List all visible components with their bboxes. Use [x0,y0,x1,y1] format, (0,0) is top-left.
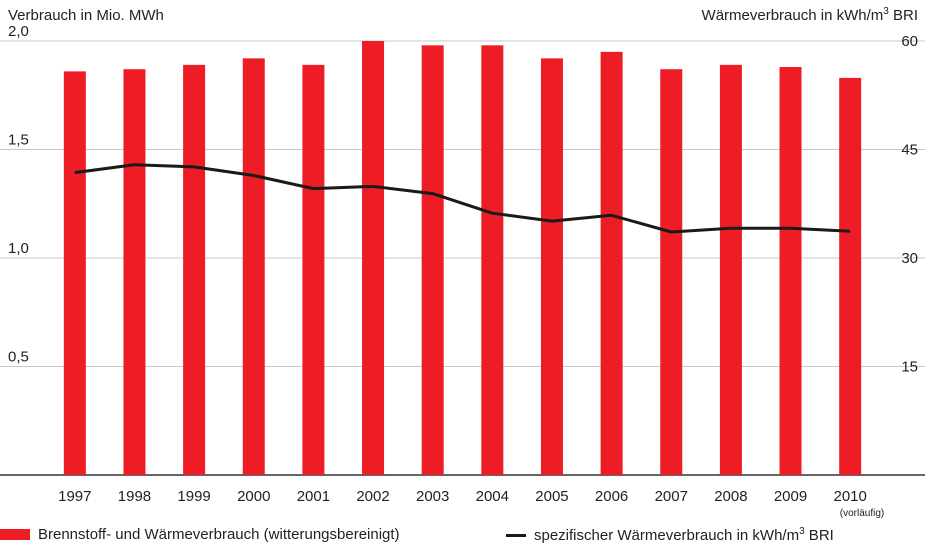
year-label-2007: 2007 [655,488,688,505]
left-tick-2: 1,5 [8,132,29,149]
right-tick-1: 30 [901,250,918,267]
right-tick-3: 60 [901,33,918,50]
line-path [74,163,851,234]
right-axis-title: Wärmeverbrauch in kWh/m3 BRI [702,6,918,24]
year-label-2005: 2005 [535,488,568,505]
year-label-2006: 2006 [595,488,628,505]
bar-2005 [540,58,563,476]
last-category-note: (vorläufig) [840,508,884,519]
grid-lines [0,40,925,476]
bar-2006 [600,51,623,475]
year-label-2003: 2003 [416,488,449,505]
year-label-2002: 2002 [356,488,389,505]
left-tick-0: 0,5 [8,349,29,366]
chart: 0,5 1,0 1,5 2,0 15 30 45 60 1997 1998 1999 2000 200… [0,6,925,519]
left-tick-3: 2,0 [8,23,29,40]
bar-2004 [481,45,504,476]
bars [63,41,862,476]
bar-2008 [719,64,742,476]
left-tick-1: 1,0 [8,240,29,257]
bar-2007 [660,69,683,476]
legend-label-line: spezifischer Wärmeverbrauch in kWh/m3 BR… [534,526,834,544]
bar-2000 [242,58,265,476]
legend-item-line: spezifischer Wärmeverbrauch in kWh/m3 BR… [506,526,834,544]
year-label-1997: 1997 [58,488,91,505]
legend-swatch-bar [0,529,30,540]
bar-1997 [63,71,86,475]
legend: Brennstoff- und Wärmeverbrauch (witterun… [0,526,925,544]
bar-2009 [779,67,802,475]
line-series [74,163,851,234]
left-axis-title: Verbrauch in Mio. MWh [8,7,164,24]
year-label-2009: 2009 [774,488,807,505]
right-tick-0: 15 [901,359,918,376]
bar-2001 [302,64,325,476]
bar-2003 [421,45,444,476]
year-label-2001: 2001 [297,488,330,505]
tick-labels: 0,5 1,0 1,5 2,0 15 30 45 60 [8,23,918,376]
legend-label-bars: Brennstoff- und Wärmeverbrauch (witterun… [38,526,400,543]
bar-2010 [839,77,862,475]
year-label-2000: 2000 [237,488,270,505]
bar-2002 [362,41,385,475]
year-label-1999: 1999 [177,488,210,505]
year-label-1998: 1998 [118,488,151,505]
bar-1999 [183,64,206,476]
legend-swatch-line [506,533,526,537]
x-tick-labels: 1997 1998 1999 2000 2001 2002 2003 2004 2005 2006… [58,488,867,505]
year-label-2010: 2010 [833,488,866,505]
bar-1998 [123,69,146,476]
legend-item-bars: Brennstoff- und Wärmeverbrauch (witterun… [0,526,400,543]
year-label-2008: 2008 [714,488,747,505]
year-label-2004: 2004 [476,488,509,505]
right-tick-2: 45 [901,142,918,159]
